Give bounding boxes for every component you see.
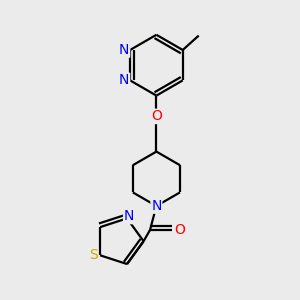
- Text: N: N: [151, 199, 162, 213]
- Text: N: N: [119, 74, 130, 87]
- Text: N: N: [119, 43, 130, 57]
- Text: O: O: [151, 110, 162, 123]
- Text: S: S: [89, 248, 98, 262]
- Text: O: O: [174, 223, 185, 237]
- Text: N: N: [124, 209, 134, 224]
